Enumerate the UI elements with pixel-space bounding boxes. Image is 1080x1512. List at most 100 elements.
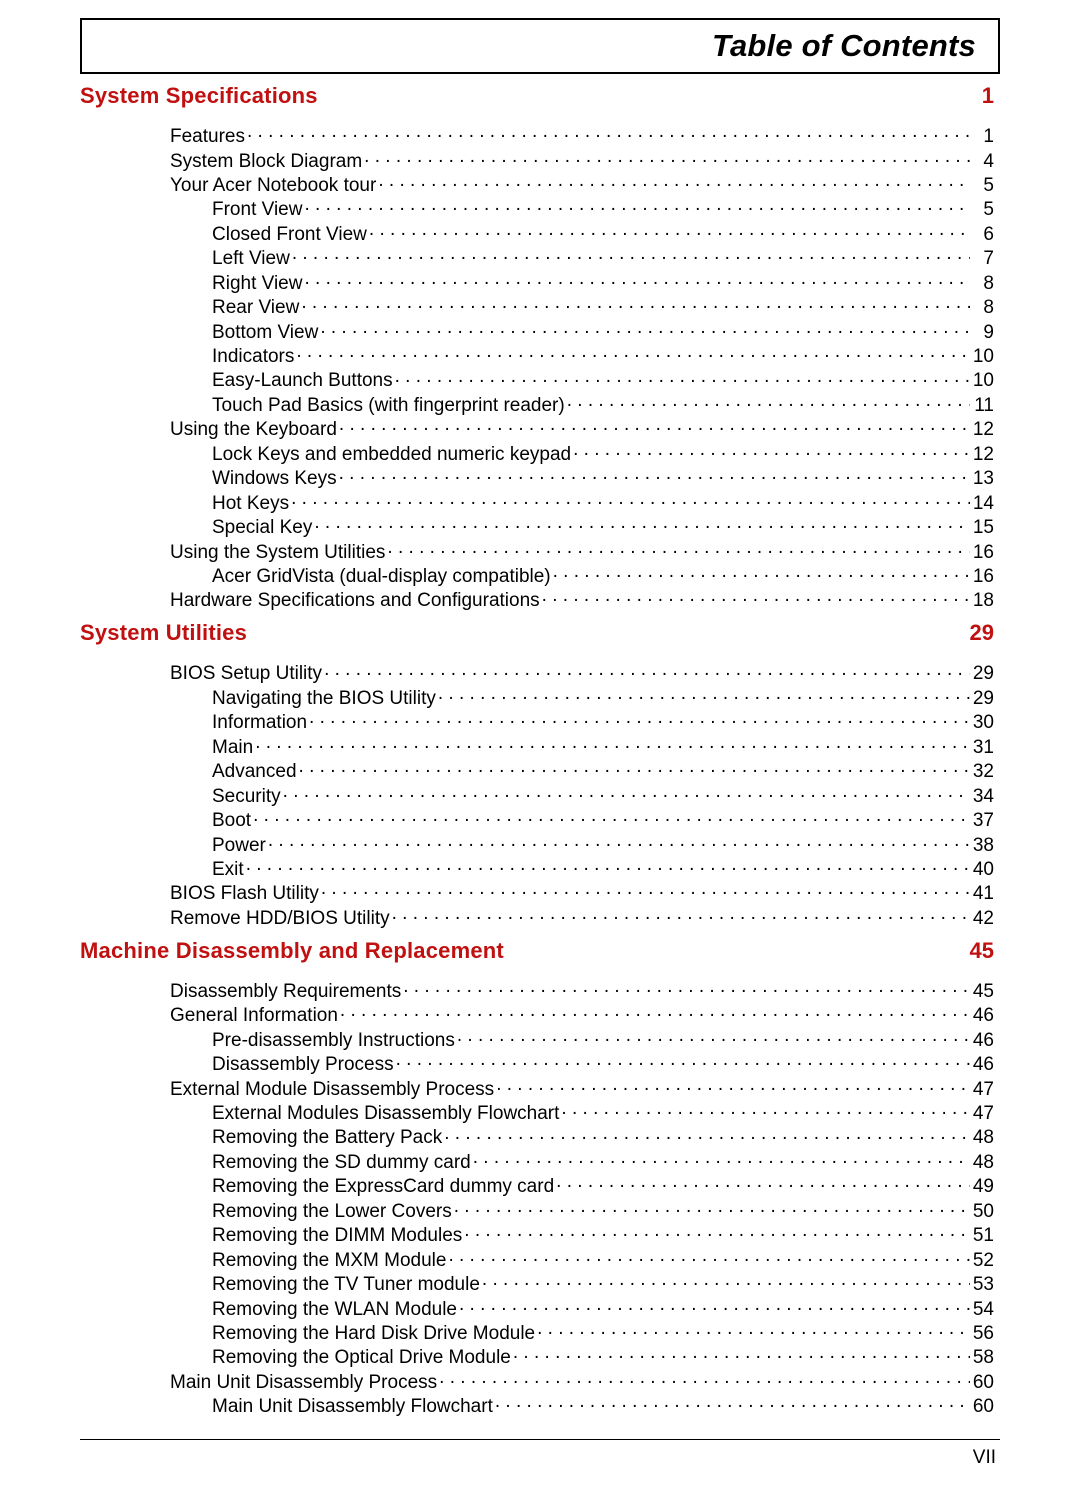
toc-line[interactable]: Remove HDD/BIOS Utility 42 — [80, 905, 1000, 929]
toc-line[interactable]: Removing the Lower Covers 50 — [80, 1198, 1000, 1222]
section-heading[interactable]: System Specifications1 — [80, 84, 1000, 107]
toc-label: Easy-Launch Buttons — [212, 371, 395, 391]
toc-page: 47 — [970, 1080, 994, 1100]
toc-page: 1 — [970, 127, 994, 147]
toc-leader — [396, 1051, 970, 1070]
toc-line[interactable]: Removing the Hard Disk Drive Module 56 — [80, 1320, 1000, 1344]
toc-line[interactable]: Disassembly Requirements 45 — [80, 978, 1000, 1002]
toc-line[interactable]: Navigating the BIOS Utility 29 — [80, 685, 1000, 709]
toc-line[interactable]: System Block Diagram 4 — [80, 148, 1000, 172]
toc-leader — [340, 1002, 970, 1021]
toc-leader — [292, 245, 970, 264]
toc-leader — [542, 587, 970, 606]
toc-line[interactable]: Hardware Specifications and Configuratio… — [80, 587, 1000, 611]
toc-page: 46 — [970, 1031, 994, 1051]
section-title: Machine Disassembly and Replacement — [80, 939, 504, 962]
toc-line[interactable]: Main Unit Disassembly Flowchart 60 — [80, 1393, 1000, 1417]
toc-leader — [291, 490, 970, 509]
toc-page: 40 — [970, 860, 994, 880]
toc-leader — [444, 1124, 970, 1143]
toc-line[interactable]: Removing the Battery Pack 48 — [80, 1124, 1000, 1148]
toc-label: Windows Keys — [212, 469, 339, 489]
toc-line[interactable]: Using the Keyboard 12 — [80, 416, 1000, 440]
toc-label: Disassembly Requirements — [170, 982, 403, 1002]
toc-label: Advanced — [212, 762, 299, 782]
toc-page: 8 — [970, 298, 994, 318]
toc-line[interactable]: Removing the TV Tuner module 53 — [80, 1271, 1000, 1295]
toc-page: 54 — [970, 1300, 994, 1320]
toc-page: 31 — [970, 738, 994, 758]
toc-leader — [464, 1222, 970, 1241]
toc-line[interactable]: Acer GridVista (dual-display compatible)… — [80, 563, 1000, 587]
toc-line[interactable]: Removing the DIMM Modules 51 — [80, 1222, 1000, 1246]
toc-leader — [553, 563, 970, 582]
toc-line[interactable]: Windows Keys 13 — [80, 465, 1000, 489]
toc-line[interactable]: Pre-disassembly Instructions 46 — [80, 1027, 1000, 1051]
toc-line[interactable]: Indicators 10 — [80, 343, 1000, 367]
toc-label: Removing the Battery Pack — [212, 1128, 444, 1148]
toc-leader — [320, 319, 970, 338]
toc-page: 41 — [970, 884, 994, 904]
toc-block: Disassembly Requirements 45General Infor… — [80, 978, 1000, 1417]
toc-page: 11 — [970, 396, 994, 416]
toc-page: 49 — [970, 1177, 994, 1197]
toc-leader — [459, 1296, 970, 1315]
toc-page: 13 — [970, 469, 994, 489]
toc-line[interactable]: Main 31 — [80, 734, 1000, 758]
toc-label: Removing the WLAN Module — [212, 1300, 459, 1320]
toc-line[interactable]: Power 38 — [80, 832, 1000, 856]
toc-line[interactable]: Boot 37 — [80, 807, 1000, 831]
toc-label: Disassembly Process — [212, 1055, 396, 1075]
toc-line[interactable]: Front View 5 — [80, 196, 1000, 220]
toc-line[interactable]: Information 30 — [80, 709, 1000, 733]
toc-line[interactable]: Bottom View 9 — [80, 319, 1000, 343]
toc-leader — [314, 514, 970, 533]
toc-line[interactable]: Exit 40 — [80, 856, 1000, 880]
toc-leader — [246, 856, 970, 875]
toc-line[interactable]: Disassembly Process 46 — [80, 1051, 1000, 1075]
toc-page: 4 — [970, 152, 994, 172]
toc-line[interactable]: Features 1 — [80, 123, 1000, 147]
toc-line[interactable]: Removing the SD dummy card 48 — [80, 1149, 1000, 1173]
toc-leader — [253, 807, 970, 826]
toc-line[interactable]: Using the System Utilities 16 — [80, 539, 1000, 563]
toc-label: Special Key — [212, 518, 314, 538]
toc-leader — [321, 880, 970, 899]
toc-line[interactable]: Advanced 32 — [80, 758, 1000, 782]
toc-page: 5 — [970, 176, 994, 196]
section-heading[interactable]: System Utilities29 — [80, 621, 1000, 644]
toc-line[interactable]: Hot Keys 14 — [80, 490, 1000, 514]
toc-line[interactable]: Main Unit Disassembly Process 60 — [80, 1369, 1000, 1393]
toc-line[interactable]: BIOS Setup Utility 29 — [80, 660, 1000, 684]
toc-line[interactable]: Left View 7 — [80, 245, 1000, 269]
toc-page: 8 — [970, 274, 994, 294]
section-heading[interactable]: Machine Disassembly and Replacement45 — [80, 939, 1000, 962]
toc-line[interactable]: Your Acer Notebook tour 5 — [80, 172, 1000, 196]
toc-line[interactable]: Special Key 15 — [80, 514, 1000, 538]
toc-page: 42 — [970, 909, 994, 929]
toc-leader — [301, 294, 970, 313]
toc-line[interactable]: Right View 8 — [80, 270, 1000, 294]
toc-label: Main — [212, 738, 255, 758]
toc-page: 10 — [970, 347, 994, 367]
toc-leader — [299, 758, 970, 777]
toc-label: Your Acer Notebook tour — [170, 176, 378, 196]
toc-line[interactable]: Rear View 8 — [80, 294, 1000, 318]
toc-line[interactable]: Lock Keys and embedded numeric keypad 12 — [80, 441, 1000, 465]
toc-line[interactable]: Security 34 — [80, 783, 1000, 807]
toc-line[interactable]: BIOS Flash Utility 41 — [80, 880, 1000, 904]
toc-leader — [567, 392, 970, 411]
toc-page: 6 — [970, 225, 994, 245]
toc-line[interactable]: External Module Disassembly Process 47 — [80, 1076, 1000, 1100]
toc-line[interactable]: Closed Front View 6 — [80, 221, 1000, 245]
toc-line[interactable]: Touch Pad Basics (with fingerprint reade… — [80, 392, 1000, 416]
toc-line[interactable]: General Information 46 — [80, 1002, 1000, 1026]
toc-line[interactable]: External Modules Disassembly Flowchart 4… — [80, 1100, 1000, 1124]
toc-page: 48 — [970, 1153, 994, 1173]
toc-line[interactable]: Easy-Launch Buttons 10 — [80, 367, 1000, 391]
toc-line[interactable]: Removing the ExpressCard dummy card 49 — [80, 1173, 1000, 1197]
toc-line[interactable]: Removing the Optical Drive Module 58 — [80, 1344, 1000, 1368]
toc-line[interactable]: Removing the WLAN Module 54 — [80, 1296, 1000, 1320]
toc-page: 53 — [970, 1275, 994, 1295]
toc-line[interactable]: Removing the MXM Module 52 — [80, 1247, 1000, 1271]
